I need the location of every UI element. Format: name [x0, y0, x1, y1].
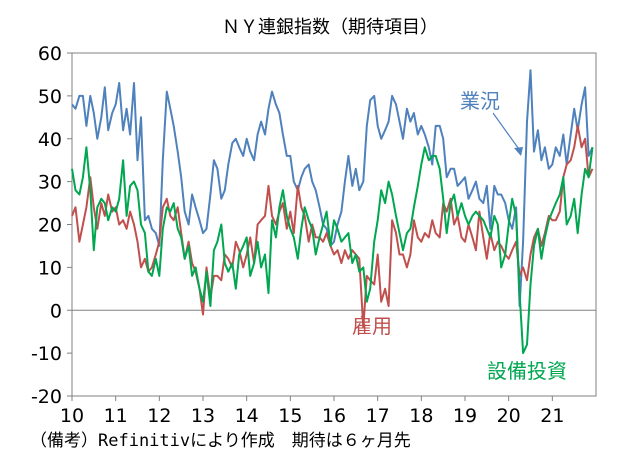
callout-arrow-line: [492, 112, 522, 153]
y-tick-label: -10: [31, 343, 62, 365]
y-tick-label: 50: [38, 86, 62, 108]
series-line-capex: [71, 146, 594, 355]
x-tick-label: 10: [60, 405, 84, 427]
x-tick-label: 12: [147, 405, 171, 427]
y-tick-label: 10: [38, 257, 62, 279]
y-tick-label: 0: [50, 300, 62, 322]
chart-title: ＮＹ連銀指数（期待項目）: [222, 17, 438, 38]
x-tick-label: 11: [104, 405, 128, 427]
y-tick-label: 40: [38, 129, 62, 151]
series-label-capex: 設備投資: [487, 359, 567, 383]
y-tick-label: -20: [31, 386, 62, 408]
y-tick-label: 60: [38, 43, 62, 65]
x-tick-label: 21: [540, 405, 564, 427]
series-label-business-conditions: 業況: [460, 89, 500, 113]
x-tick-label: 17: [366, 405, 390, 427]
source-note: （備考）Refinitivにより作成 期待は６ヶ月先: [30, 431, 411, 451]
x-tick-label: 16: [322, 405, 346, 427]
x-tick-label: 14: [235, 405, 259, 427]
series-label-employment: 雇用: [352, 314, 392, 338]
x-tick-label: 15: [278, 405, 302, 427]
y-tick-label: 20: [38, 215, 62, 237]
callout-arrow-head: [514, 147, 523, 156]
x-tick-label: 18: [409, 405, 433, 427]
series-layer: [71, 69, 594, 355]
y-tick-label: 30: [38, 172, 62, 194]
x-tick-label: 19: [453, 405, 477, 427]
x-tick-label: 13: [191, 405, 215, 427]
x-tick-label: 20: [497, 405, 521, 427]
